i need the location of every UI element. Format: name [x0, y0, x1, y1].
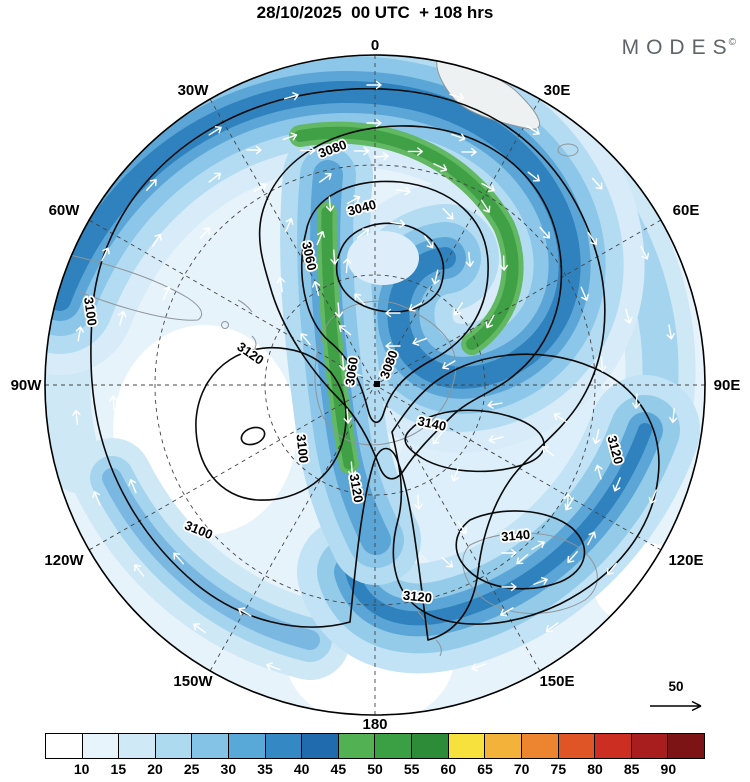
chart-title: 28/10/2025 00 UTC + 108 hrs: [256, 3, 494, 22]
modes-logo-text: MODES: [621, 36, 734, 59]
antarctica-coastline: [314, 300, 457, 446]
colorbar-cell: [228, 734, 265, 758]
colorbar-tick-label: 40: [293, 761, 310, 777]
longitude-label: 30W: [178, 82, 210, 99]
contour-label: 3120: [402, 588, 432, 606]
colorbar-cell: [337, 734, 375, 758]
colorbar-cell: [520, 734, 558, 758]
jet-bands: [60, 92, 661, 640]
modes-logo: MODES©: [622, 36, 736, 60]
reference-vector-arrow-icon: [650, 700, 702, 712]
colorbar-tick-label: 85: [623, 761, 640, 777]
australia-coastline: [462, 532, 598, 614]
longitude-label: 120E: [668, 552, 703, 569]
colorbar-tick-label: 30: [220, 761, 237, 777]
colorbar-tick-label: 10: [73, 761, 90, 777]
colorbar-tick-label: 45: [330, 761, 347, 777]
contour-label: 3100: [81, 296, 100, 327]
longitude-label: 90E: [714, 377, 741, 394]
pole-marker: [374, 381, 380, 387]
colorbar-tick-label: 75: [550, 761, 567, 777]
colorbar-tick-label: 80: [587, 761, 603, 777]
contour-3120: [391, 353, 660, 625]
colorbar-cell: [301, 734, 338, 758]
contour-3060: [301, 180, 489, 424]
latitude-circle: [154, 164, 596, 606]
contour-label: 3100: [294, 433, 312, 463]
contour-closed-cell: [240, 426, 266, 446]
contour-3040: [336, 222, 445, 313]
contour-3140: [455, 510, 586, 590]
colorbar: [45, 733, 705, 759]
contour-3140: [404, 409, 545, 473]
colorbar-cell: [447, 734, 485, 758]
longitude-label: 60E: [673, 202, 700, 219]
longitude-label: 60W: [49, 202, 81, 219]
reference-vector-label: 50: [668, 679, 683, 694]
contour-label: 3060: [342, 356, 361, 387]
colorbar-tick-label: 20: [147, 761, 163, 777]
colorbar-tick-label: 70: [513, 761, 530, 777]
island-coastline: [557, 143, 579, 157]
longitude-label: 0: [371, 37, 379, 54]
reference-vector: 50: [650, 679, 702, 712]
map-outline: [44, 54, 706, 716]
longitude-labels: 0 30E 60E 90E 120E 150E 180 150W 120W 90…: [9, 36, 742, 735]
colorbar-cell: [191, 734, 229, 758]
colorbar-cell: [630, 734, 668, 758]
colorbar-cell: [667, 734, 704, 758]
colorbar-cell: [118, 734, 155, 758]
colorbar-tick-label: 15: [110, 761, 127, 777]
contour-label: 3140: [501, 527, 531, 544]
colorbar-cell: [81, 734, 119, 758]
colorbar-cell: [374, 734, 412, 758]
colorbar-tick-label: 25: [183, 761, 200, 777]
colorbar-tick-label: 90: [660, 761, 677, 777]
height-contours: [90, 87, 660, 641]
longitude-label: 90W: [11, 377, 43, 394]
longitude-label: 30E: [544, 82, 571, 99]
colorbar-cell: [594, 734, 631, 758]
colorbar-cell: [484, 734, 521, 758]
colorbar-cell: [46, 734, 82, 758]
contour-3100: [90, 87, 606, 641]
colorbar-cell: [557, 734, 595, 758]
island-coastline: [237, 299, 257, 349]
colorbar-tick-label: 65: [477, 761, 493, 777]
colorbar-tick-label: 50: [367, 761, 383, 777]
island-coastline: [221, 321, 229, 329]
contour-label: 3120: [347, 473, 367, 504]
colorbar-tick-label: 60: [440, 761, 457, 777]
colorbar-cell: [264, 734, 302, 758]
south-america-coastline: [57, 251, 203, 321]
longitude-label: 150E: [539, 673, 574, 690]
contour-3120: [195, 347, 347, 501]
colorbar-tick-labels: 10 15 20 25 30 35 40 45 50 55 60 65 70 75 80 85 90: [45, 759, 705, 781]
colorbar-tick-label: 35: [257, 761, 273, 777]
colorbar-cell: [411, 734, 448, 758]
colorbar-cell: [154, 734, 192, 758]
longitude-label: 150W: [173, 673, 213, 690]
colorbar-tick-label: 55: [403, 761, 420, 777]
modes-logo-mark: ©: [728, 37, 736, 48]
longitude-label: 120W: [44, 552, 84, 569]
longitude-label: 180: [362, 716, 387, 733]
